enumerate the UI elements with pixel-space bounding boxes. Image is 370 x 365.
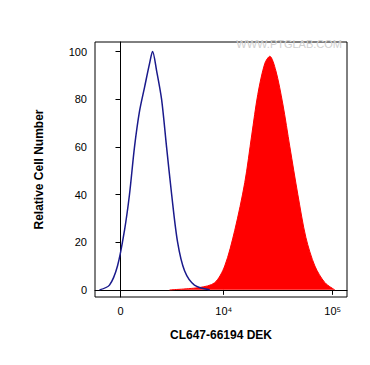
svg-text:CL647-66194 DEK: CL647-66194 DEK: [170, 328, 272, 342]
svg-text:10⁴: 10⁴: [215, 305, 232, 317]
svg-text:100: 100: [69, 46, 87, 58]
svg-text:40: 40: [75, 189, 87, 201]
svg-text:Relative Cell Number: Relative Cell Number: [32, 109, 46, 229]
svg-text:0: 0: [81, 284, 87, 296]
svg-text:0: 0: [117, 305, 123, 317]
svg-text:10⁵: 10⁵: [324, 305, 341, 317]
svg-text:20: 20: [75, 236, 87, 248]
svg-text:WWW.PTGLAB.COM: WWW.PTGLAB.COM: [236, 38, 342, 50]
svg-text:80: 80: [75, 93, 87, 105]
svg-text:60: 60: [75, 141, 87, 153]
